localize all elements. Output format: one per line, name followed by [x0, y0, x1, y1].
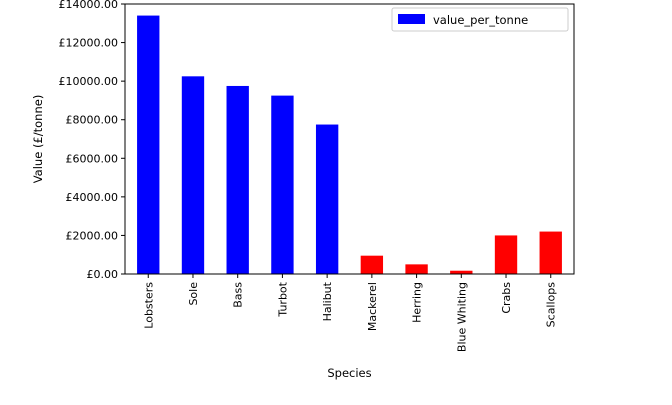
y-tick-label: £8000.00 [66, 114, 119, 127]
legend-box [391, 7, 569, 32]
bar-mackerel [360, 255, 384, 274]
x-tick-label: Turbot [276, 281, 289, 317]
bar-blue-whiting [450, 270, 473, 274]
y-tick-label: £2000.00 [66, 229, 119, 242]
plot-frame [124, 3, 575, 275]
y-tick-label: £4000.00 [66, 191, 119, 204]
y-tick-label: £0.00 [87, 268, 119, 281]
bar-lobsters [137, 15, 160, 274]
bar-sole [181, 76, 205, 274]
y-tick-label: £10000.00 [59, 75, 119, 88]
y-tick-label: £14000.00 [59, 0, 119, 11]
bar-scallops [539, 231, 562, 274]
y-tick-label: £12000.00 [59, 37, 119, 50]
bar-turbot [271, 95, 294, 274]
x-tick-label: Halibut [321, 281, 334, 321]
legend: value_per_tonne [391, 7, 569, 32]
legend-swatch [398, 14, 425, 24]
x-axis: Lobsters Sole Bass Turbot Halibut Mackerel Her… [142, 274, 558, 352]
x-axis-label: Species [327, 366, 371, 380]
y-tick-label: £6000.00 [66, 152, 119, 165]
x-tick-label: Crabs [500, 282, 513, 314]
bar-halibut [315, 124, 339, 274]
bar-bass [226, 85, 249, 275]
x-tick-label: Sole [187, 282, 200, 306]
x-tick-label: Blue Whiting [455, 282, 468, 352]
x-tick-label: Mackerel [366, 282, 379, 331]
x-tick-label: Herring [411, 282, 424, 323]
x-tick-label: Scallops [545, 282, 558, 328]
bar-crabs [494, 235, 518, 274]
x-tick-label: Bass [232, 282, 245, 308]
legend-label: value_per_tonne [433, 13, 528, 27]
x-tick-label: Lobsters [142, 282, 155, 329]
y-axis-label: Value (£/tonne) [31, 95, 45, 184]
y-axis: £0.00 £2000.00 £4000.00 £6000.00 £8000.00 £10… [59, 0, 125, 281]
bar-herring [405, 264, 428, 274]
bars-group [137, 15, 562, 275]
